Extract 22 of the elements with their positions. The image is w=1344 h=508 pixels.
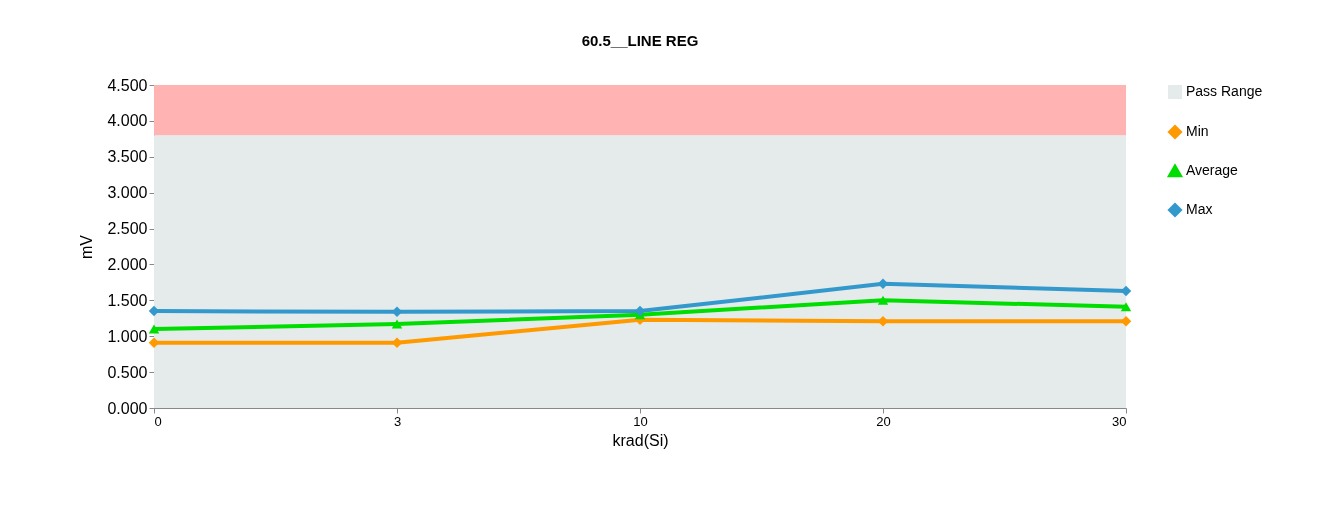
x-tick-label: 30: [1112, 413, 1127, 429]
chart-title: 60.5__LINE REG: [581, 32, 699, 49]
x-tick-label: 20: [876, 413, 891, 429]
legend-label: Average: [1186, 162, 1239, 178]
y-axis-title: mV: [78, 234, 96, 259]
x-tick-label: 10: [633, 413, 648, 429]
y-tick-label: 3.000: [107, 184, 148, 202]
legend-label: Min: [1186, 123, 1209, 139]
y-tick-label: 1.000: [107, 327, 148, 345]
legend-label: Max: [1186, 201, 1213, 217]
y-tick-label: 2.000: [107, 255, 148, 273]
y-tick-label: 0.500: [107, 363, 148, 381]
y-tick-label: 3.500: [107, 148, 148, 166]
x-axis-title: krad(Si): [612, 431, 669, 449]
x-tick-label: 0: [154, 413, 162, 429]
legend-label: Pass Range: [1186, 83, 1263, 99]
y-tick-label: 1.500: [107, 291, 148, 309]
y-tick-label: 0.000: [107, 399, 148, 417]
y-tick-label: 4.500: [107, 76, 148, 94]
y-tick-label: 2.500: [107, 220, 148, 238]
y-tick-label: 4.000: [107, 112, 148, 130]
x-tick-label: 3: [393, 413, 402, 429]
